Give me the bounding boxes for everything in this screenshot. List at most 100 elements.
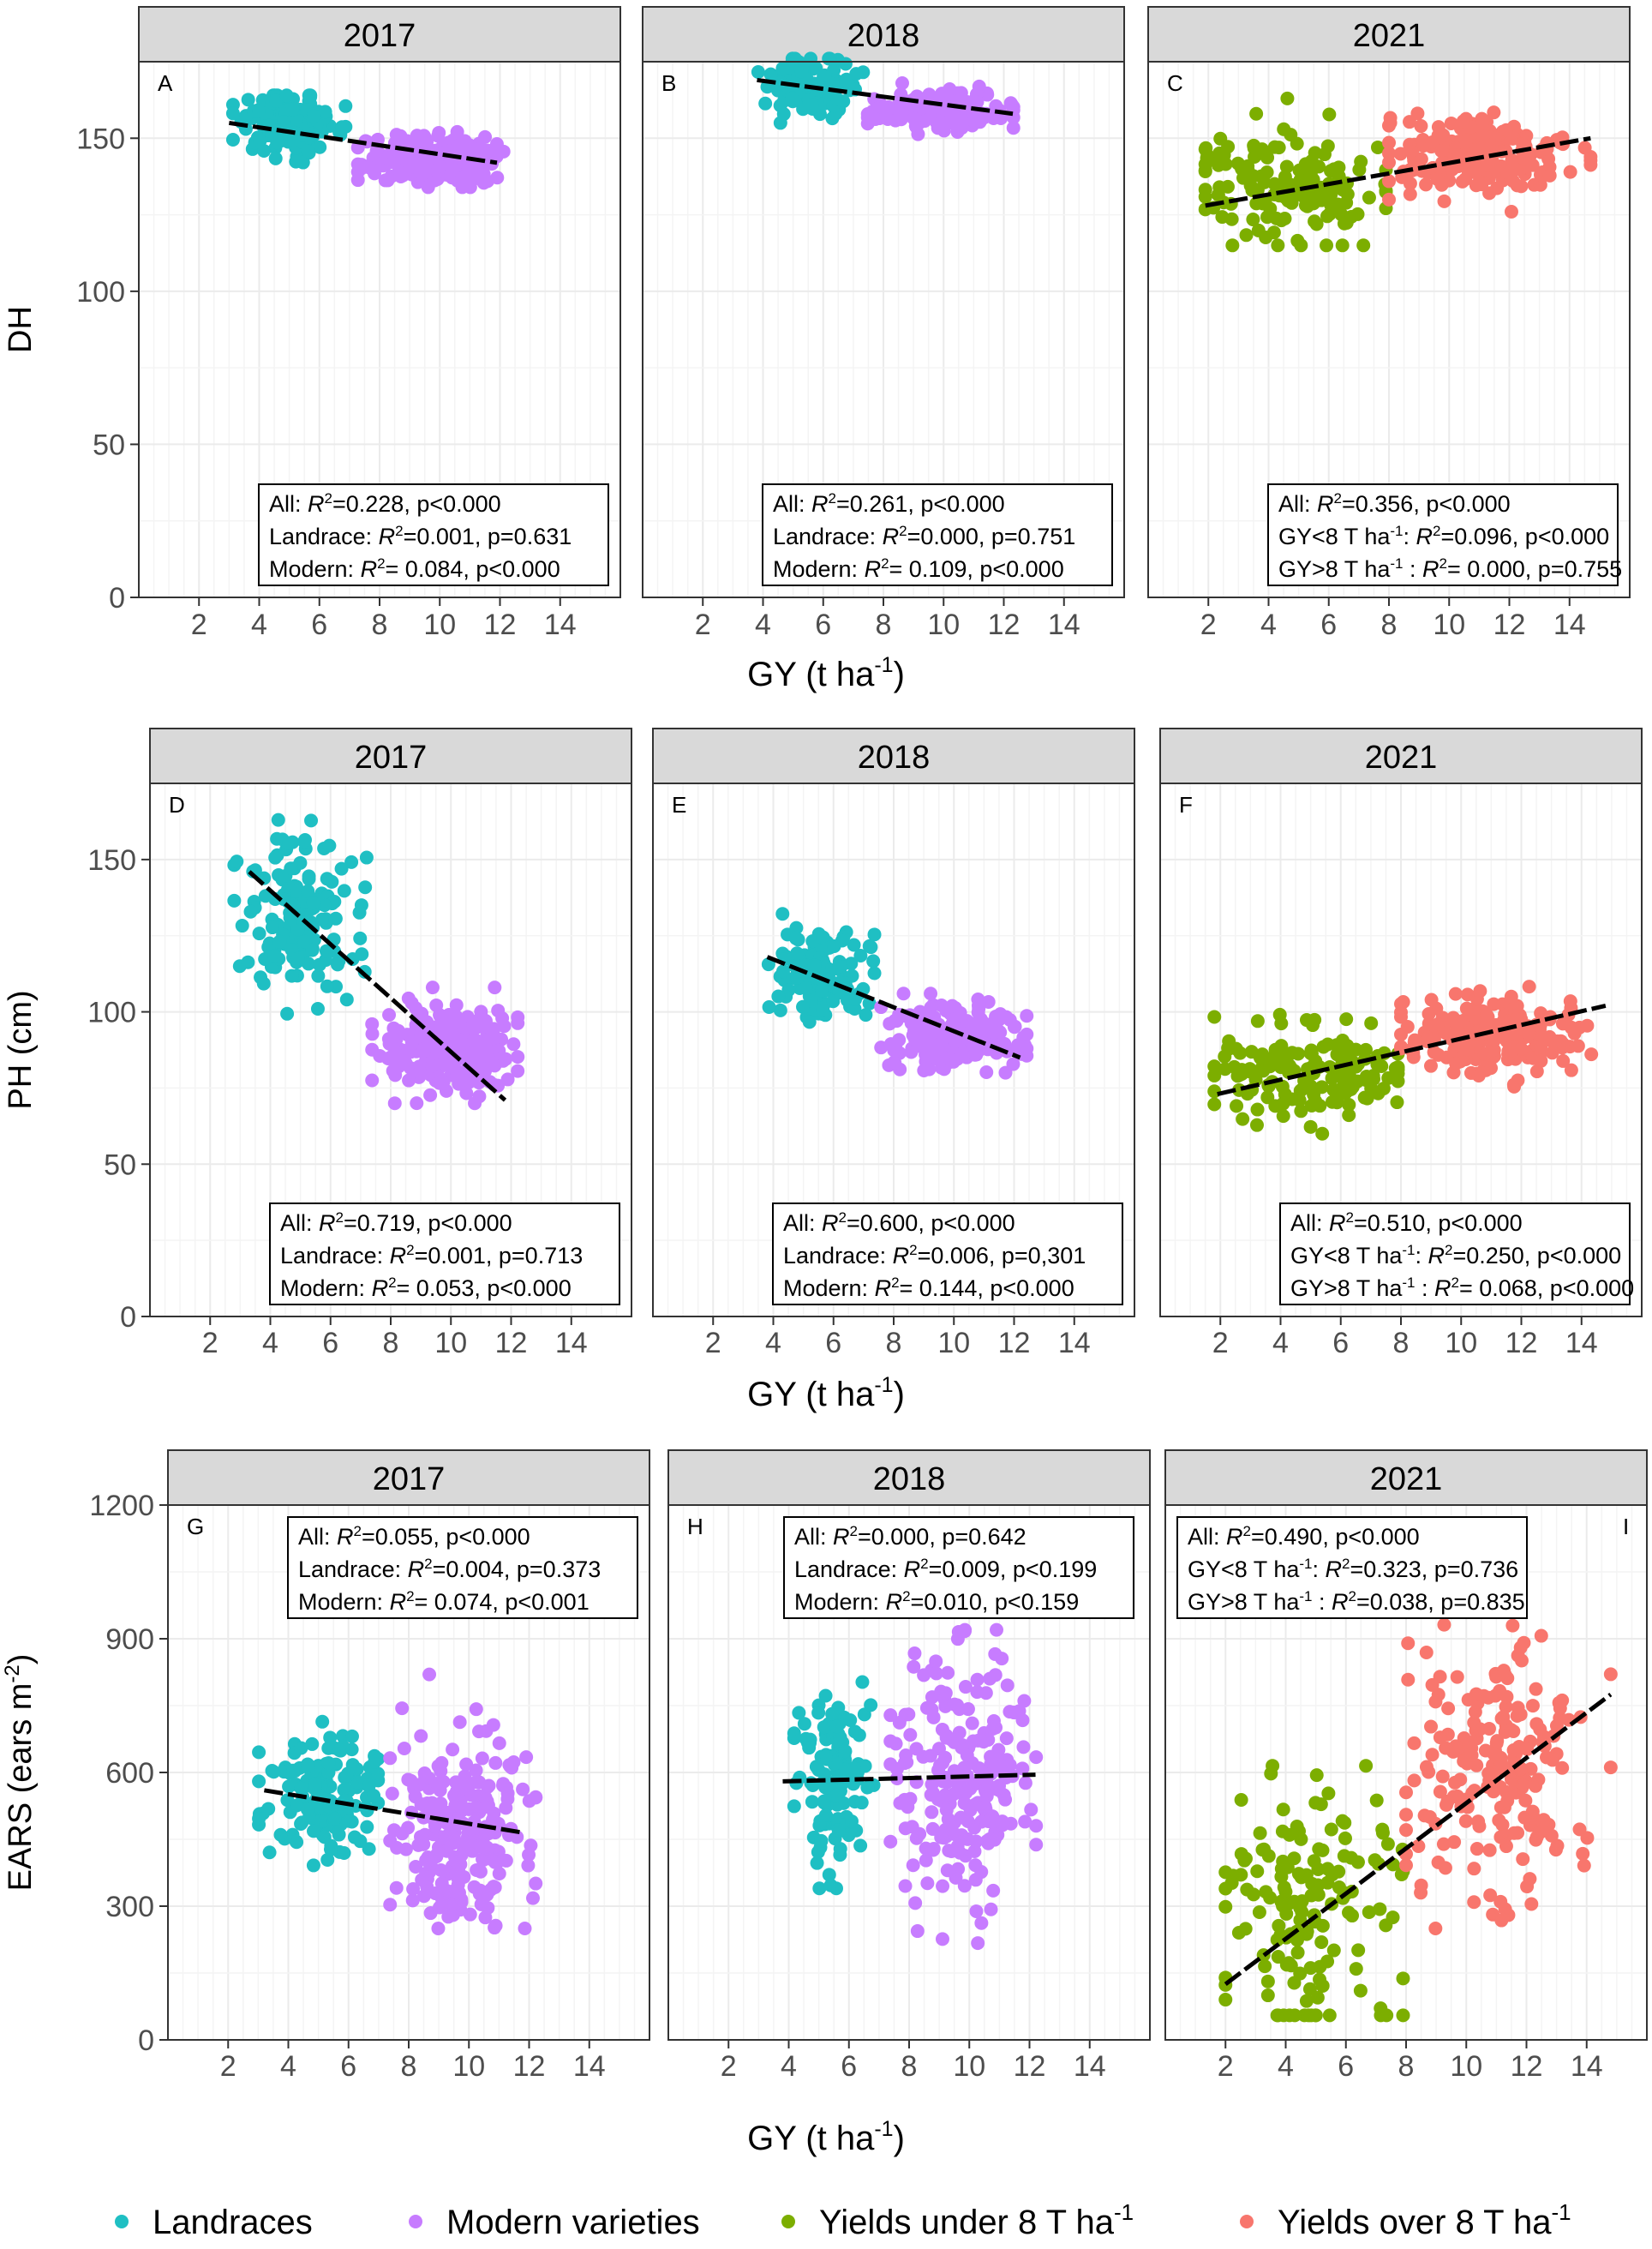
point-landrace <box>297 833 312 848</box>
facet-strip-label: 2018 <box>858 740 931 776</box>
points-landrace <box>225 88 353 170</box>
points-under8 <box>1218 1759 1410 2023</box>
point-landrace <box>318 105 332 119</box>
stats-r: R <box>390 1589 407 1615</box>
point-under8 <box>1290 136 1304 151</box>
point-landrace <box>235 919 249 933</box>
x-tick-label: 10 <box>1433 609 1465 641</box>
point-over8 <box>1422 1006 1436 1021</box>
stats-box-border <box>762 483 1113 586</box>
stats-value: =0.010, p<0.159 <box>911 1589 1080 1615</box>
point-under8 <box>1279 1906 1294 1921</box>
point-landrace <box>359 850 374 865</box>
point-landrace <box>322 838 337 853</box>
stats-prefix: GY>8 T ha <box>1278 556 1391 582</box>
point-landrace <box>280 1006 295 1021</box>
point-over8 <box>1428 1694 1443 1709</box>
x-tick-label: 12 <box>484 609 517 641</box>
point-landrace <box>818 1808 833 1822</box>
point-over8 <box>1564 1063 1578 1077</box>
point-modern <box>433 159 447 173</box>
point-under8 <box>1330 1047 1344 1062</box>
point-modern <box>478 1910 493 1925</box>
panel-tag: D <box>169 792 185 818</box>
point-over8 <box>1529 1065 1544 1079</box>
point-over8 <box>1529 1682 1543 1696</box>
panel-tag: I <box>1623 1514 1629 1539</box>
point-over8 <box>1499 123 1513 137</box>
point-landrace <box>285 1763 300 1778</box>
stats-r-sup: 2 <box>406 1588 414 1604</box>
regression-line <box>263 1788 524 1835</box>
point-landrace <box>272 934 287 949</box>
point-under8 <box>1268 1099 1283 1113</box>
stats-prefix: All: <box>269 491 308 517</box>
point-modern <box>395 1701 410 1716</box>
point-landrace <box>360 1820 374 1834</box>
point-landrace <box>844 1814 859 1828</box>
stats-value: =0.600, p<0.000 <box>847 1210 1015 1236</box>
point-landrace <box>269 93 284 108</box>
point-modern <box>922 1062 937 1077</box>
point-modern <box>894 107 908 122</box>
point-under8 <box>1303 1961 1318 1976</box>
point-under8 <box>1312 1842 1326 1856</box>
point-under8 <box>1274 1869 1289 1884</box>
point-landrace <box>271 813 285 827</box>
x-axis-title-close: ) <box>894 2120 905 2157</box>
point-over8 <box>1442 173 1457 188</box>
point-modern <box>908 1896 923 1910</box>
point-modern <box>979 1686 993 1700</box>
points-under8 <box>1198 91 1393 253</box>
point-modern <box>387 1096 402 1111</box>
point-over8 <box>1524 1897 1539 1911</box>
point-modern <box>425 981 440 995</box>
stats-r-sup: 2 <box>1334 490 1342 507</box>
stats-value: =0.004, p=0.373 <box>433 1556 602 1582</box>
stats-r-sup: 2 <box>829 490 836 507</box>
point-over8 <box>1493 1683 1507 1698</box>
stats-r-sup: 2 <box>909 1242 917 1258</box>
point-modern <box>381 1032 396 1047</box>
x-tick-label: 2 <box>1212 1327 1229 1359</box>
stats-value: = 0.144, p<0.000 <box>900 1275 1074 1301</box>
point-modern <box>500 1072 515 1087</box>
regression-line <box>1205 135 1591 208</box>
point-modern <box>919 1853 933 1868</box>
stats-r: R <box>372 1275 389 1301</box>
point-modern <box>404 1773 418 1788</box>
point-modern <box>907 1016 922 1030</box>
point-landrace <box>367 1789 381 1803</box>
stats-unit-sup: -1 <box>1299 1556 1312 1572</box>
point-under8 <box>1234 1868 1248 1882</box>
point-over8 <box>1433 1730 1447 1745</box>
point-over8 <box>1603 1760 1618 1775</box>
point-modern <box>416 1889 431 1904</box>
point-under8 <box>1280 91 1295 105</box>
facet-strip <box>1164 1449 1648 1506</box>
point-over8 <box>1468 1705 1482 1719</box>
point-modern <box>482 1032 497 1047</box>
point-landrace <box>866 954 881 969</box>
point-under8 <box>1376 1081 1391 1095</box>
point-over8 <box>1487 105 1501 120</box>
point-over8 <box>1518 1793 1533 1808</box>
legend-key <box>781 2215 795 2228</box>
x-tick-label: 14 <box>1565 1327 1598 1359</box>
point-landrace <box>758 96 773 111</box>
stats-line: GY<8 T ha-1: R2=0.323, p=0.736 <box>1188 1556 1518 1582</box>
point-over8 <box>1440 1050 1454 1065</box>
x-tick-label: 8 <box>886 1327 902 1359</box>
point-modern <box>941 1052 955 1066</box>
y-tick-label: 150 <box>76 123 125 155</box>
point-landrace <box>358 880 373 895</box>
point-modern <box>903 1728 918 1742</box>
point-under8 <box>1294 1104 1308 1119</box>
point-over8 <box>1459 1001 1474 1016</box>
stats-r: R <box>337 1524 354 1550</box>
point-over8 <box>1481 1690 1495 1705</box>
stats-sep: : <box>1403 524 1416 549</box>
point-landrace <box>817 1794 831 1808</box>
